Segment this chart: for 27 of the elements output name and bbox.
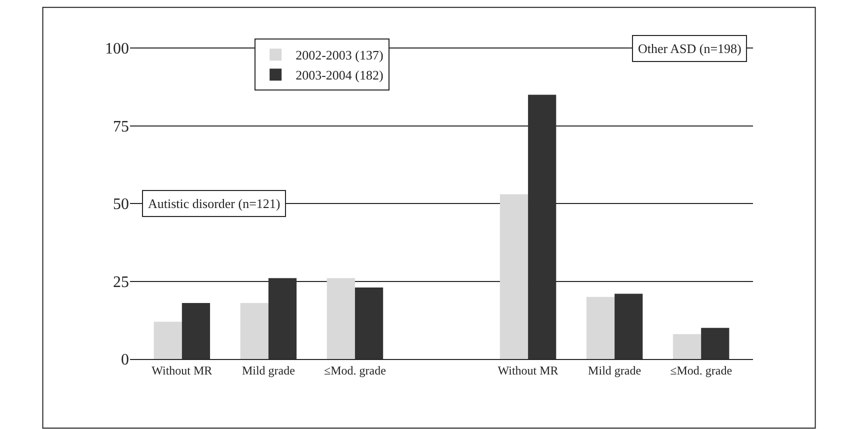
x-tick-label: Mild grade [242, 363, 295, 378]
y-tick-label: 50 [113, 196, 129, 214]
bar [528, 94, 556, 359]
annotation: Other ASD (n=198) [638, 41, 742, 56]
bar [326, 278, 355, 359]
bar [182, 303, 210, 359]
bar [354, 288, 384, 359]
annotation: Autistic disorder (n=121) [148, 196, 280, 211]
legend-label: 2002-2003 (137) [296, 48, 384, 63]
x-tick-label: ≤Mod. grade [670, 363, 732, 378]
y-tick-label: 75 [113, 118, 129, 136]
legend-label: 2003-2004 (182) [296, 68, 384, 83]
bar [500, 194, 528, 359]
bar [701, 328, 730, 359]
x-tick-label: ≤Mod. grade [324, 363, 386, 378]
bar [154, 322, 182, 359]
x-tick-label: Without MR [152, 363, 212, 378]
bar [614, 294, 643, 359]
bar [240, 303, 268, 359]
y-tick-label: 0 [121, 352, 129, 369]
bar [586, 296, 615, 359]
y-tick-label: 100 [105, 40, 129, 58]
bar [268, 278, 297, 359]
y-tick-label: 25 [113, 274, 129, 291]
bar [672, 334, 702, 359]
x-tick-label: Mild grade [588, 363, 642, 378]
x-tick-label: Without MR [498, 363, 558, 378]
